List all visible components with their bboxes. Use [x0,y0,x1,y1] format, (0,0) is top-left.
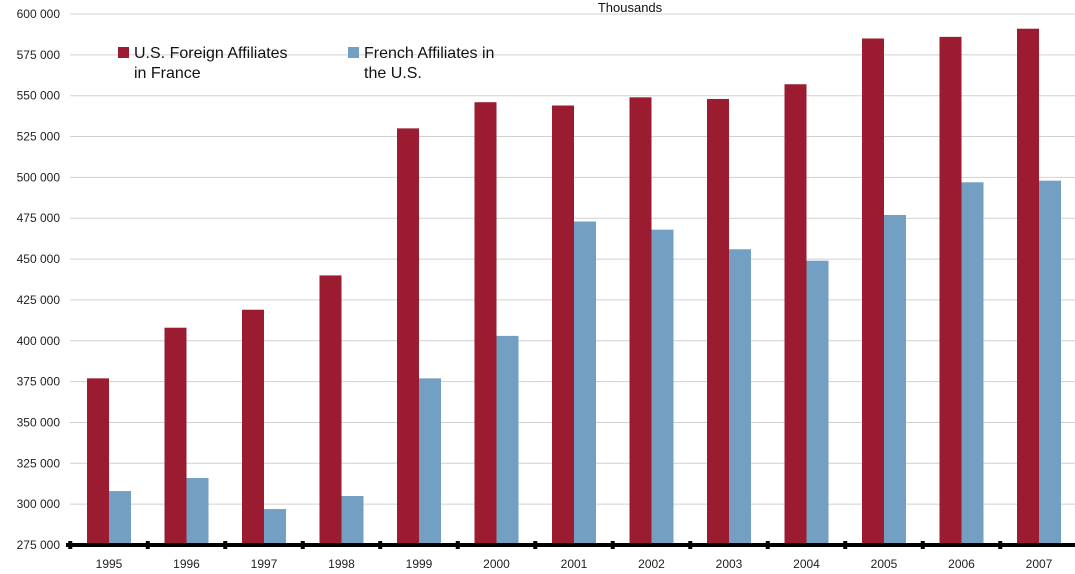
legend-swatch-french-affiliates [348,47,359,58]
x-tick-label: 1999 [406,557,433,571]
bar-us-affiliates-1996 [164,327,187,545]
y-tick-label: 450 000 [17,252,61,266]
legend-swatch-us-affiliates [118,47,129,58]
x-tick-label: 1995 [96,557,123,571]
bar-us-affiliates-1999 [397,128,419,545]
y-tick-label: 525 000 [17,130,61,144]
bar-us-affiliates-2003 [707,98,729,546]
bar-us-affiliates-2004 [784,84,807,546]
legend: U.S. Foreign Affiliates in France French… [118,45,494,82]
bar-french-affiliates-1996 [186,478,209,545]
legend-label-us-affiliates-line2: in France [134,65,201,82]
bar-us-affiliates-1995 [87,378,109,545]
x-tick-label: 2000 [483,557,510,571]
y-axis-tick-labels: 275 000 300 000 325 000 350 000 375 000 400 0… [17,7,61,552]
bar-french-affiliates-2001 [574,221,596,545]
x-tick-label: 1998 [328,557,355,571]
bar-french-affiliates-2000 [496,335,519,545]
x-tick-label: 2005 [871,557,898,571]
bar-us-affiliates-2006 [939,36,962,546]
y-tick-label: 475 000 [17,211,61,225]
y-tick-label: 575 000 [17,48,61,62]
x-axis [66,541,1075,549]
bar-french-affiliates-2005 [884,214,906,545]
x-tick-label: 1996 [173,557,200,571]
y-tick-label: 600 000 [17,7,61,21]
y-tick-label: 550 000 [17,89,61,103]
bar-french-affiliates-1997 [264,509,286,545]
y-tick-label: 300 000 [17,497,61,511]
x-axis-tick-labels: 1995 1996 1997 1998 1999 2000 2001 2002 2003 2004… [96,557,1053,571]
bar-french-affiliates-2003 [729,249,751,545]
bar-us-affiliates-2001 [552,105,574,545]
y-tick-label: 350 000 [17,415,61,429]
y-tick-label: 400 000 [17,334,61,348]
bar-french-affiliates-2006 [961,182,984,546]
y-tick-label: 500 000 [17,170,61,184]
x-tick-label: 2002 [638,557,665,571]
x-tick-label: 2004 [793,557,820,571]
bar-french-affiliates-1998 [341,495,364,545]
bars [87,28,1061,546]
bar-us-affiliates-2000 [474,102,497,545]
y-tick-label: 425 000 [17,293,61,307]
bar-french-affiliates-1999 [419,378,441,545]
x-tick-label: 1997 [251,557,278,571]
legend-label-french-affiliates-line2: the U.S. [364,65,422,82]
legend-label-french-affiliates-line1: French Affiliates in [364,45,494,62]
bar-french-affiliates-2002 [651,229,674,545]
legend-label-us-affiliates-line1: U.S. Foreign Affiliates [134,45,288,62]
bar-french-affiliates-1995 [109,491,131,545]
y-tick-label: 325 000 [17,456,61,470]
x-tick-label: 2001 [561,557,588,571]
x-tick-label: 2006 [948,557,975,571]
bar-us-affiliates-2005 [862,38,884,545]
x-tick-label: 2007 [1026,557,1053,571]
bar-us-affiliates-2002 [629,97,652,545]
y-tick-label: 275 000 [17,538,61,552]
y-tick-label: 375 000 [17,375,61,389]
x-tick-label: 2003 [716,557,743,571]
bar-french-affiliates-2004 [806,260,829,545]
bar-us-affiliates-2007 [1017,28,1039,546]
bar-french-affiliates-2007 [1039,180,1061,545]
bar-us-affiliates-1998 [319,275,342,545]
bar-us-affiliates-1997 [242,309,264,545]
unit-label: Thousands [598,0,663,15]
